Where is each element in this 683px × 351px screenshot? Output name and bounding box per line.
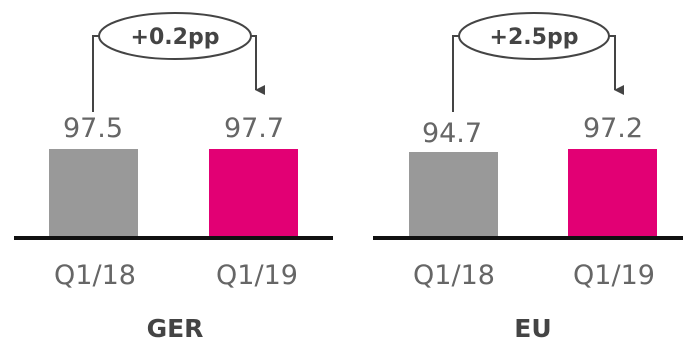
tick-label-ger-q1-18: Q1/18 [54, 260, 136, 291]
annotation-arrow-eu [452, 35, 615, 112]
value-label-ger-q1-18: 97.5 [63, 113, 123, 144]
bar-ger-q1-19 [209, 149, 298, 238]
group-title-ger: GER [147, 314, 204, 343]
value-label-ger-q1-19: 97.7 [224, 113, 284, 144]
group-title-eu: EU [514, 314, 551, 343]
tick-label-ger-q1-19: Q1/19 [216, 260, 298, 291]
bar-eu-q1-19 [568, 149, 657, 238]
tick-label-eu-q1-18: Q1/18 [413, 260, 495, 291]
panel-ger: 97.5 97.7 Q1/18 Q1/19 GER +0.2pp [14, 12, 333, 343]
bar-eu-q1-18 [409, 152, 498, 238]
annotation-label-eu: +2.5pp [490, 25, 579, 50]
value-label-eu-q1-18: 94.7 [422, 118, 482, 149]
annotation-bubble-eu [458, 12, 610, 60]
panel-eu: 94.7 97.2 Q1/18 Q1/19 EU +2.5pp [373, 12, 683, 343]
tick-label-eu-q1-19: Q1/19 [573, 260, 655, 291]
annotation-label-ger: +0.2pp [131, 25, 220, 50]
annotation-bubble-ger [98, 12, 252, 60]
bar-ger-q1-18 [49, 149, 138, 238]
value-label-eu-q1-19: 97.2 [583, 113, 643, 144]
